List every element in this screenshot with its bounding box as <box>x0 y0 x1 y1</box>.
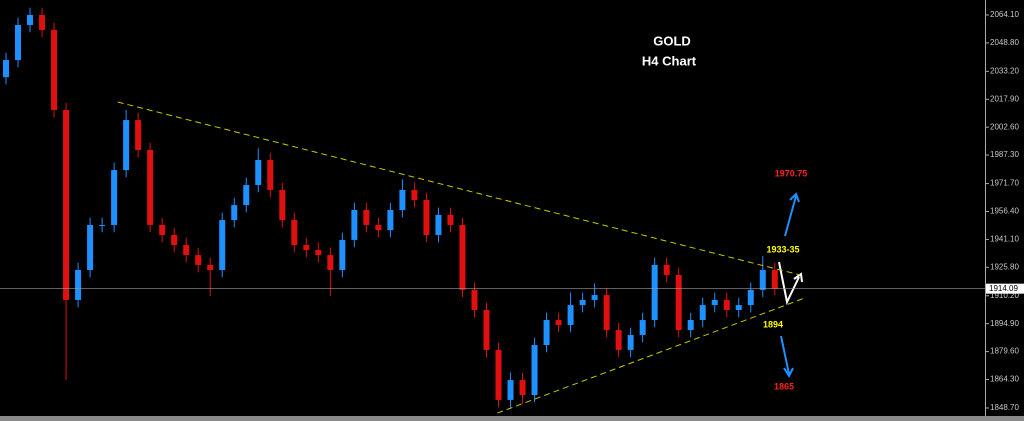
y-tick-label: 1910.20 <box>990 291 1019 300</box>
price-label: 1914.09 <box>989 284 1018 293</box>
candle-body <box>483 309 490 350</box>
candle-body <box>447 214 454 225</box>
candle-body <box>99 224 106 226</box>
candle-body <box>255 160 262 186</box>
candle-body <box>387 210 394 231</box>
candle-body <box>723 299 730 310</box>
candle-body <box>291 220 298 246</box>
y-tick-label: 2017.90 <box>990 94 1019 103</box>
candle-body <box>363 210 370 225</box>
candle-body <box>411 189 418 200</box>
candle-body <box>711 299 718 306</box>
candle-body <box>519 380 526 396</box>
candle-body <box>51 29 58 111</box>
candle-body <box>351 210 358 240</box>
y-tick-label: 2002.60 <box>990 122 1019 131</box>
candle-body <box>3 60 10 78</box>
candle-body <box>39 14 46 30</box>
y-tick-label: 1971.70 <box>990 179 1019 188</box>
arrow-up <box>784 192 800 237</box>
candle-body <box>771 270 778 289</box>
candle-body <box>687 320 694 331</box>
candle-body <box>555 320 562 325</box>
candle-body <box>63 110 70 300</box>
candle-body <box>651 264 658 321</box>
candle-body <box>531 345 538 396</box>
candle-body <box>747 289 754 306</box>
y-tick-label: 1941.10 <box>990 234 1019 243</box>
candle-body <box>495 349 502 400</box>
chart-subtitle: H4 Chart <box>642 53 697 68</box>
y-tick-label: 1864.30 <box>990 375 1019 384</box>
annotation: 1970.75 <box>775 168 808 178</box>
candle-body <box>375 224 382 231</box>
annotation: 1894 <box>763 319 783 329</box>
candle-body <box>327 255 334 271</box>
candle-body <box>171 235 178 246</box>
candle-body <box>219 220 226 271</box>
y-tick-label: 2064.10 <box>990 10 1019 19</box>
y-tick-label: 1894.90 <box>990 319 1019 328</box>
price-label-box <box>986 283 1024 294</box>
candle-body <box>339 239 346 271</box>
candle-body <box>663 264 670 275</box>
y-tick-label: 1925.80 <box>990 262 1019 271</box>
candle-body <box>759 270 766 290</box>
candle-body <box>615 330 622 350</box>
candle-body <box>279 189 286 221</box>
candle-body <box>27 14 34 25</box>
candle-body <box>459 224 466 290</box>
candle-body <box>675 274 682 331</box>
arrows <box>778 192 803 379</box>
candle-body <box>603 295 610 331</box>
candle-body <box>639 320 646 335</box>
y-tick-label: 2048.80 <box>990 38 1019 47</box>
trendline <box>497 297 805 414</box>
candle-body <box>699 305 706 321</box>
annotation: 1865 <box>774 381 794 391</box>
scrollbar <box>0 416 1024 421</box>
candle-body <box>567 305 574 325</box>
candle-body <box>735 305 742 310</box>
candle-body <box>579 299 586 306</box>
candle-body <box>147 149 154 225</box>
annotation: 1933-35 <box>766 244 799 254</box>
candle-body <box>399 189 406 211</box>
arrow-zigzag <box>778 261 803 306</box>
candle-body <box>591 295 598 300</box>
candle-body <box>267 160 274 190</box>
candle-body <box>195 255 202 265</box>
candle-body <box>111 170 118 225</box>
candle-body <box>15 24 22 61</box>
candle-body <box>231 205 238 221</box>
trendline <box>117 101 801 276</box>
y-tick-label: 1987.30 <box>990 150 1019 159</box>
candle-body <box>159 224 166 236</box>
candle-body <box>543 320 550 346</box>
arrow-down <box>780 335 794 379</box>
candle-body <box>471 289 478 310</box>
y-tick-label: 1879.60 <box>990 347 1019 356</box>
candle-body <box>123 120 130 171</box>
candle-body <box>315 249 322 256</box>
y-tick-label: 2033.20 <box>990 66 1019 75</box>
candle-body <box>303 245 310 250</box>
candle-body <box>87 224 94 271</box>
candle-body <box>423 199 430 236</box>
y-tick-label: 1848.70 <box>990 403 1019 412</box>
candle-body <box>75 270 82 300</box>
candle-body <box>507 380 514 400</box>
candle-body <box>243 185 250 206</box>
chart-title: GOLD <box>653 33 691 48</box>
y-tick-label: 1956.40 <box>990 207 1019 216</box>
candle-body <box>183 245 190 256</box>
candle-body <box>207 264 214 271</box>
candle-body <box>435 214 442 236</box>
candle-body <box>627 334 634 350</box>
candle-body <box>135 120 142 150</box>
